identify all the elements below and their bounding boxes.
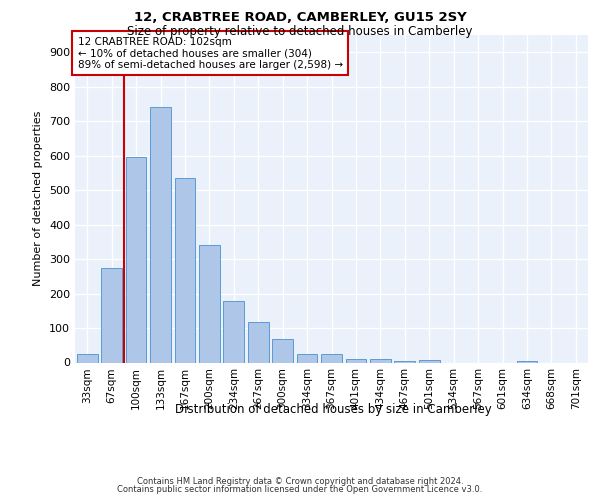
Bar: [346, 358, 367, 362]
Bar: [370, 358, 391, 362]
Text: Distribution of detached houses by size in Camberley: Distribution of detached houses by size …: [175, 402, 491, 415]
Bar: [101, 268, 122, 362]
Bar: [419, 360, 440, 362]
Bar: [248, 322, 269, 362]
Bar: [77, 354, 98, 362]
Bar: [321, 354, 342, 362]
Bar: [150, 108, 171, 362]
Y-axis label: Number of detached properties: Number of detached properties: [34, 111, 43, 286]
Bar: [175, 178, 196, 362]
Text: Contains public sector information licensed under the Open Government Licence v3: Contains public sector information licen…: [118, 485, 482, 494]
Text: Contains HM Land Registry data © Crown copyright and database right 2024.: Contains HM Land Registry data © Crown c…: [137, 477, 463, 486]
Bar: [296, 354, 317, 362]
Bar: [223, 301, 244, 362]
Text: 12, CRABTREE ROAD, CAMBERLEY, GU15 2SY: 12, CRABTREE ROAD, CAMBERLEY, GU15 2SY: [134, 11, 466, 24]
Bar: [394, 361, 415, 362]
Text: 12 CRABTREE ROAD: 102sqm
← 10% of detached houses are smaller (304)
89% of semi-: 12 CRABTREE ROAD: 102sqm ← 10% of detach…: [77, 36, 343, 70]
Bar: [272, 339, 293, 362]
Bar: [199, 246, 220, 362]
Bar: [517, 361, 538, 362]
Text: Size of property relative to detached houses in Camberley: Size of property relative to detached ho…: [127, 25, 473, 38]
Bar: [125, 158, 146, 362]
